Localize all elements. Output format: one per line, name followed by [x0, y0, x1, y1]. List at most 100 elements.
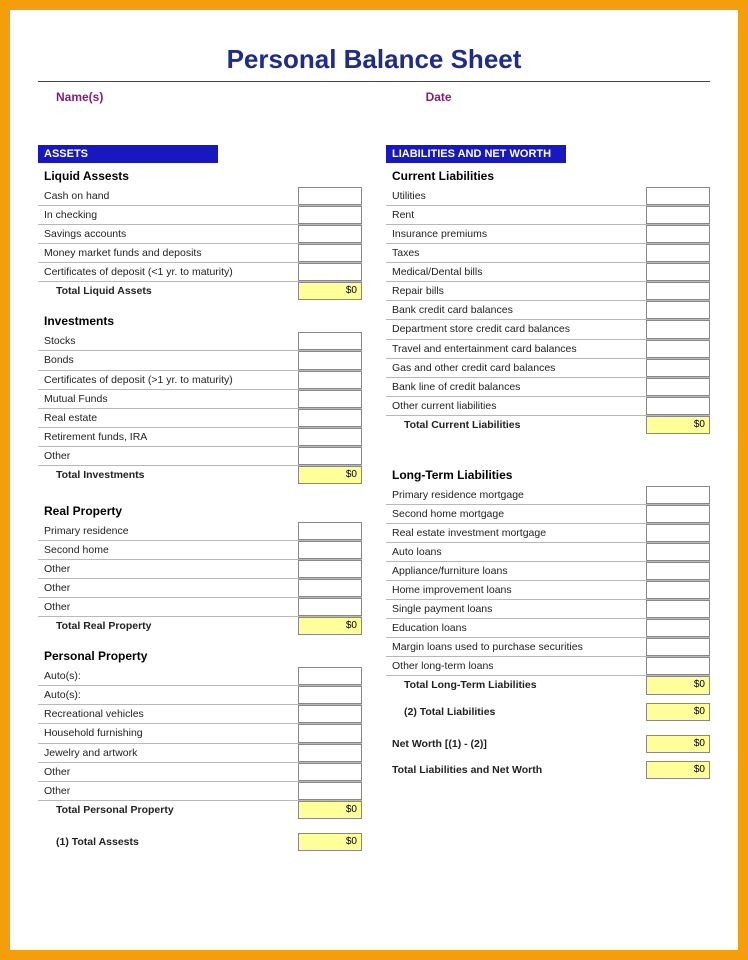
- row-label: Second home: [38, 541, 296, 559]
- row-label: Bank credit card balances: [386, 301, 644, 319]
- amount-input[interactable]: [646, 225, 710, 243]
- assets-banner: ASSETS: [38, 145, 218, 163]
- amount-input[interactable]: [298, 686, 362, 704]
- amount-input[interactable]: [298, 522, 362, 540]
- amount-input[interactable]: [298, 428, 362, 446]
- amount-input[interactable]: [646, 562, 710, 580]
- personal-property-row: Jewelry and artwork: [38, 744, 362, 763]
- amount-input[interactable]: [646, 638, 710, 656]
- names-label: Name(s): [38, 90, 426, 104]
- total-value: $0: [646, 735, 710, 753]
- amount-input[interactable]: [298, 744, 362, 762]
- liabilities-banner: LIABILITIES AND NET WORTH: [386, 145, 566, 163]
- current-row: Rent: [386, 206, 710, 225]
- amount-input[interactable]: [646, 359, 710, 377]
- long-term-row: Single payment loans: [386, 600, 710, 619]
- amount-input[interactable]: [298, 351, 362, 369]
- real-property-total-row: Total Real Property$0: [38, 617, 362, 635]
- current-row: Other current liabilities: [386, 397, 710, 416]
- row-label: Margin loans used to purchase securities: [386, 638, 644, 656]
- row-label: Real estate: [38, 409, 296, 427]
- amount-input[interactable]: [298, 206, 362, 224]
- amount-input[interactable]: [298, 667, 362, 685]
- liquid-row: Cash on hand: [38, 187, 362, 206]
- amount-input[interactable]: [298, 541, 362, 559]
- long-term-row: Auto loans: [386, 543, 710, 562]
- total-value: $0: [298, 833, 362, 851]
- amount-input[interactable]: [298, 763, 362, 781]
- amount-input[interactable]: [298, 409, 362, 427]
- row-label: Rent: [386, 206, 644, 224]
- amount-input[interactable]: [646, 244, 710, 262]
- investments-row: Stocks: [38, 332, 362, 351]
- total-label: Total Personal Property: [38, 801, 296, 819]
- total-label: Net Worth [(1) - (2)]: [386, 735, 644, 753]
- assets-column: ASSETS Liquid Assests Cash on hand In ch…: [38, 144, 362, 851]
- amount-input[interactable]: [298, 724, 362, 742]
- amount-input[interactable]: [646, 505, 710, 523]
- amount-input[interactable]: [646, 524, 710, 542]
- amount-input[interactable]: [646, 320, 710, 338]
- amount-input[interactable]: [646, 187, 710, 205]
- row-label: Education loans: [386, 619, 644, 637]
- long-term-total-row: Total Long-Term Liabilities$0: [386, 676, 710, 694]
- amount-input[interactable]: [646, 397, 710, 415]
- amount-input[interactable]: [646, 657, 710, 675]
- total-value: $0: [298, 617, 362, 635]
- total-label: (1) Total Assests: [38, 833, 296, 851]
- amount-input[interactable]: [298, 598, 362, 616]
- amount-input[interactable]: [646, 340, 710, 358]
- current-row: Insurance premiums: [386, 225, 710, 244]
- personal-property-row: Auto(s):: [38, 667, 362, 686]
- amount-input[interactable]: [646, 263, 710, 281]
- amount-input[interactable]: [298, 371, 362, 389]
- total-value: $0: [646, 761, 710, 779]
- amount-input[interactable]: [298, 560, 362, 578]
- row-label: Home improvement loans: [386, 581, 644, 599]
- amount-input[interactable]: [646, 619, 710, 637]
- long-term-row: Education loans: [386, 619, 710, 638]
- investments-heading: Investments: [44, 314, 362, 328]
- page-title: Personal Balance Sheet: [38, 44, 710, 75]
- long-term-row: Home improvement loans: [386, 581, 710, 600]
- amount-input[interactable]: [646, 206, 710, 224]
- row-label: Auto(s):: [38, 686, 296, 704]
- real-property-row: Other: [38, 560, 362, 579]
- investments-row: Mutual Funds: [38, 390, 362, 409]
- row-label: Travel and entertainment card balances: [386, 340, 644, 358]
- amount-input[interactable]: [298, 705, 362, 723]
- amount-input[interactable]: [646, 378, 710, 396]
- row-label: Bonds: [38, 351, 296, 369]
- real-property-row: Other: [38, 579, 362, 598]
- liabilities-column: LIABILITIES AND NET WORTH Current Liabil…: [386, 144, 710, 851]
- amount-input[interactable]: [298, 390, 362, 408]
- amount-input[interactable]: [646, 600, 710, 618]
- row-label: Other: [38, 782, 296, 800]
- row-label: Other: [38, 579, 296, 597]
- amount-input[interactable]: [646, 486, 710, 504]
- amount-input[interactable]: [298, 263, 362, 281]
- amount-input[interactable]: [646, 301, 710, 319]
- personal-property-row: Other: [38, 763, 362, 782]
- row-label: Other current liabilities: [386, 397, 644, 415]
- row-label: Mutual Funds: [38, 390, 296, 408]
- amount-input[interactable]: [646, 282, 710, 300]
- amount-input[interactable]: [298, 187, 362, 205]
- amount-input[interactable]: [298, 225, 362, 243]
- amount-input[interactable]: [298, 447, 362, 465]
- amount-input[interactable]: [646, 543, 710, 561]
- total-value: $0: [298, 282, 362, 300]
- amount-input[interactable]: [298, 244, 362, 262]
- personal-property-total-row: Total Personal Property$0: [38, 801, 362, 819]
- long-term-row: Margin loans used to purchase securities: [386, 638, 710, 657]
- long-term-row: Real estate investment mortgage: [386, 524, 710, 543]
- row-label: Single payment loans: [386, 600, 644, 618]
- total-label: Total Real Property: [38, 617, 296, 635]
- amount-input[interactable]: [298, 579, 362, 597]
- long-term-row: Other long-term loans: [386, 657, 710, 676]
- amount-input[interactable]: [646, 581, 710, 599]
- amount-input[interactable]: [298, 332, 362, 350]
- total-liabilities-row: (2) Total Liabilities$0: [386, 703, 710, 721]
- amount-input[interactable]: [298, 782, 362, 800]
- total-label: Total Current Liabilities: [386, 416, 644, 434]
